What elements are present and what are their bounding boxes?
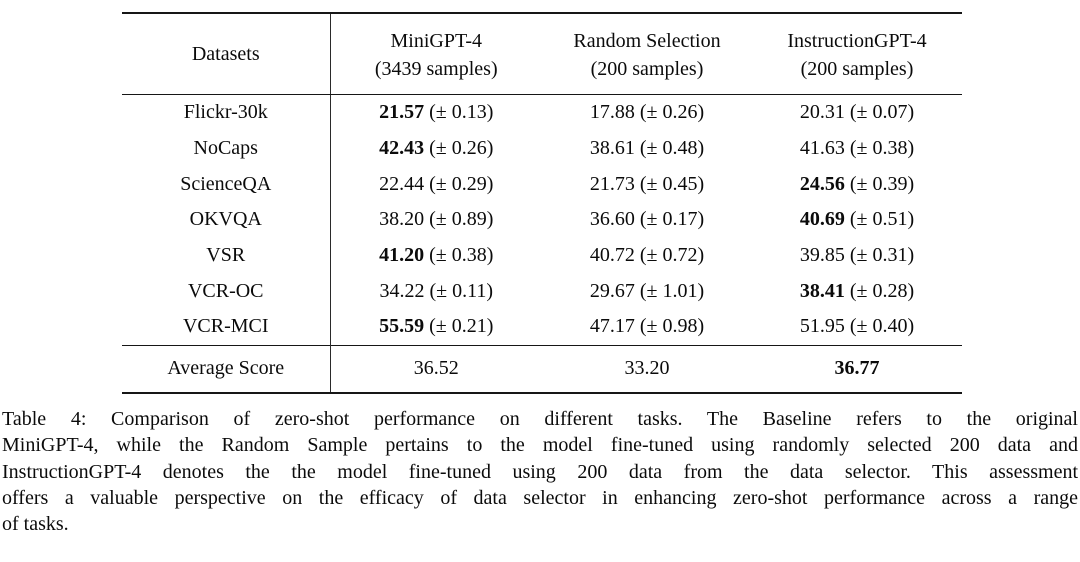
dataset-name: ScienceQA: [122, 166, 331, 203]
metric-cell: 55.59 (± 0.21): [379, 315, 494, 338]
metric-cell: 24.56 (± 0.39): [799, 172, 915, 195]
metric-value: 38.61: [589, 137, 635, 160]
header-row: Datasets MiniGPT-4 (3439 samples) Random…: [122, 13, 962, 95]
metric-cell: 38.20 (± 0.89): [379, 208, 494, 231]
table-row: VCR-OC 34.22 (± 0.11) 29.67 (± 1.01) 38.41 …: [122, 273, 962, 310]
table-row: NoCaps 42.43 (± 0.26) 38.61 (± 0.48) 41.63 …: [122, 130, 962, 167]
header-minigpt4: MiniGPT-4 (3439 samples): [330, 13, 542, 95]
metric-value: 20.31: [799, 101, 845, 124]
table-body: Flickr-30k 21.57 (± 0.13) 17.88 (± 0.26) 20…: [122, 94, 962, 346]
metric-cell: 38.61 (± 0.48): [589, 137, 705, 160]
caption-line: InstructionGPT-4 denotes the the model f…: [2, 460, 1078, 483]
caption-line: of tasks.: [2, 513, 69, 536]
table-footer: Average Score 36.52 33.20 36.77: [122, 344, 962, 393]
dataset-name: OKVQA: [122, 202, 331, 238]
table-caption: Table 4: Comparison of zero-shot perform…: [2, 406, 1078, 537]
header-random-selection: Random Selection (200 samples): [542, 13, 752, 95]
table-row: Flickr-30k 21.57 (± 0.13) 17.88 (± 0.26) 20…: [122, 94, 962, 131]
header-sublabel: (200 samples): [800, 58, 914, 80]
table-row: VCR-MCI 55.59 (± 0.21) 47.17 (± 0.98) 51.95…: [122, 309, 962, 346]
metric-value: 40.69: [799, 208, 845, 231]
metric-cell: 36.60 (± 0.17): [589, 208, 705, 231]
metric-value: 21.73: [589, 172, 635, 195]
metric-cell: 41.20 (± 0.38): [379, 244, 494, 267]
metric-value: 38.20: [379, 208, 425, 231]
average-value: 36.52: [413, 357, 459, 380]
metric-value: 17.88: [589, 101, 635, 124]
metric-value: 47.17: [589, 315, 635, 338]
average-value: 33.20: [624, 357, 670, 380]
caption-line: offers a valuable perspective on the eff…: [2, 486, 1078, 509]
metric-value: 42.43: [379, 137, 425, 160]
metric-value: 22.44: [379, 172, 425, 195]
caption-line: MiniGPT-4, while the Random Sample perta…: [2, 434, 1078, 457]
dataset-name: Flickr-30k: [122, 94, 331, 131]
metric-value: 51.95: [799, 315, 845, 338]
metric-value: 34.22: [379, 279, 425, 302]
average-cell: 36.77: [752, 344, 962, 393]
header-label: Datasets: [191, 43, 260, 65]
metric-value: 55.59: [379, 315, 425, 338]
metric-value: 29.67: [589, 279, 635, 302]
metric-cell: 51.95 (± 0.40): [799, 315, 915, 338]
dataset-name: NoCaps: [122, 130, 331, 167]
metric-cell: 29.67 (± 1.01): [589, 279, 705, 302]
average-row: Average Score 36.52 33.20 36.77: [122, 344, 962, 393]
header-instructiongpt4: InstructionGPT-4 (200 samples): [752, 13, 962, 95]
average-value: 36.77: [834, 357, 880, 380]
table-row: OKVQA 38.20 (± 0.89) 36.60 (± 0.17) 40.69 (…: [122, 202, 962, 238]
metric-value: 41.63: [799, 137, 845, 160]
header-label: InstructionGPT-4: [787, 30, 927, 52]
header-sublabel: (200 samples): [590, 58, 704, 80]
table-row: VSR 41.20 (± 0.38) 40.72 (± 0.72) 39.85 (± …: [122, 237, 962, 274]
metric-cell: 20.31 (± 0.07): [799, 101, 915, 124]
metric-cell: 21.57 (± 0.13): [379, 101, 494, 124]
metric-cell: 40.69 (± 0.51): [799, 208, 915, 231]
metric-value: 24.56: [799, 172, 845, 195]
metric-cell: 34.22 (± 0.11): [379, 279, 494, 302]
metric-value: 41.20: [379, 244, 425, 267]
dataset-name: VCR-MCI: [122, 309, 331, 346]
header-label: MiniGPT-4: [390, 30, 482, 52]
metric-value: 40.72: [589, 244, 635, 267]
dataset-name: VCR-OC: [122, 273, 331, 310]
metric-value: 21.57: [379, 101, 425, 124]
metric-cell: 40.72 (± 0.72): [589, 244, 705, 267]
metric-cell: 21.73 (± 0.45): [589, 172, 705, 195]
average-cell: 33.20: [542, 344, 752, 393]
dataset-name: VSR: [122, 237, 331, 274]
header-label: Random Selection: [573, 30, 721, 52]
table-header: Datasets MiniGPT-4 (3439 samples) Random…: [122, 13, 962, 95]
caption-line: Table 4: Comparison of zero-shot perform…: [2, 408, 1078, 430]
metric-cell: 17.88 (± 0.26): [589, 101, 705, 124]
metric-cell: 42.43 (± 0.26): [379, 137, 494, 160]
metric-value: 36.60: [589, 208, 635, 231]
table-row: ScienceQA 22.44 (± 0.29) 21.73 (± 0.45) 24.…: [122, 166, 962, 203]
metric-value: 39.85: [799, 244, 845, 267]
metric-cell: 22.44 (± 0.29): [379, 172, 494, 195]
metric-cell: 39.85 (± 0.31): [799, 244, 915, 267]
metric-cell: 41.63 (± 0.38): [799, 137, 915, 160]
metric-value: 38.41: [799, 279, 845, 302]
header-sublabel: (3439 samples): [374, 58, 498, 80]
average-label: Average Score: [122, 344, 331, 393]
results-table: Datasets MiniGPT-4 (3439 samples) Random…: [122, 12, 962, 394]
header-datasets: Datasets: [122, 13, 331, 95]
metric-cell: 38.41 (± 0.28): [799, 279, 915, 302]
metric-cell: 47.17 (± 0.98): [589, 315, 705, 338]
average-cell: 36.52: [330, 344, 542, 393]
